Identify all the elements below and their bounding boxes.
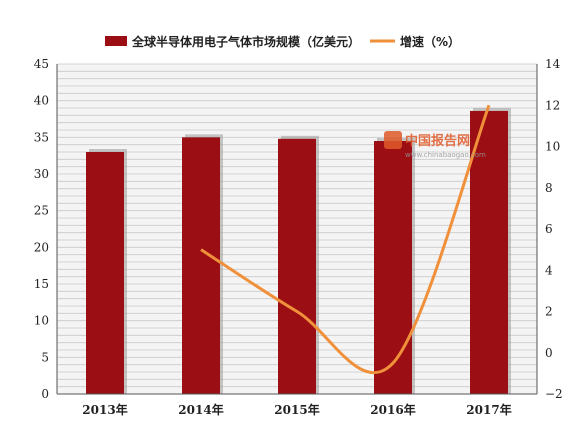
left-tick-label: 15: [34, 277, 49, 291]
bar: [374, 141, 412, 394]
right-tick-label: −2: [545, 387, 563, 401]
bar: [86, 152, 124, 394]
legend-swatch-bar: [105, 36, 127, 46]
left-tick-label: 5: [41, 350, 49, 364]
left-tick-label: 10: [34, 314, 49, 328]
left-tick-label: 20: [34, 240, 49, 254]
axes: 0 5 10 15 20 25 30 35 40 45 −2 0 2 4 6 8 10 12 14 2013年 2014…: [34, 57, 563, 417]
left-tick-label: 40: [34, 94, 49, 108]
legend-label-bar: 全球半导体用电子气体市场规模（亿美元）: [131, 34, 360, 49]
watermark: 中国报告网 www.chinabaogao.com: [384, 131, 486, 159]
category-label: 2013年: [82, 402, 127, 417]
right-tick-label: 8: [545, 181, 553, 195]
category-label: 2014年: [178, 402, 223, 417]
legend-label-line: 增速（%）: [400, 34, 460, 49]
right-tick-label: 6: [545, 222, 553, 236]
right-tick-label: 2: [545, 305, 553, 319]
left-tick-label: 35: [34, 130, 49, 144]
bar: [182, 137, 220, 395]
right-tick-label: 10: [545, 140, 560, 154]
growth-line: [200, 104, 491, 374]
left-tick-label: 25: [34, 204, 49, 218]
line-series: [200, 104, 491, 374]
right-tick-label: 4: [545, 263, 553, 277]
left-tick-label: 45: [34, 57, 49, 71]
right-tick-label: 14: [545, 57, 561, 71]
watermark-logo-text: 中国报告网: [405, 133, 470, 149]
category-label: 2017年: [466, 402, 511, 417]
bar-series: [86, 107, 511, 395]
legend: 全球半导体用电子气体市场规模（亿美元） 增速（%）: [105, 34, 460, 49]
watermark-url: www.chinabaogao.com: [405, 151, 486, 159]
right-tick-label: 0: [545, 346, 553, 360]
bar: [278, 138, 316, 394]
right-tick-label: 12: [545, 98, 560, 112]
left-tick-label: 30: [34, 167, 49, 181]
category-label: 2016年: [370, 402, 415, 417]
bar: [470, 110, 508, 394]
category-label: 2015年: [274, 402, 319, 417]
watermark-logo-icon: [384, 131, 402, 149]
left-tick-label: 0: [41, 387, 49, 401]
